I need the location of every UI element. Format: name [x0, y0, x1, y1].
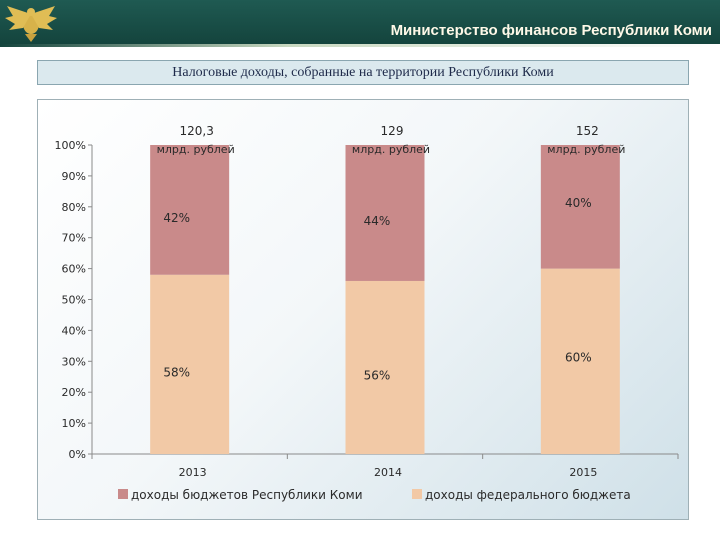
bar-segment-komi: [345, 145, 425, 281]
y-tick-label: 40%: [62, 324, 86, 337]
legend-swatch: [118, 489, 128, 499]
total-unit-label: млрд. рублей: [157, 143, 235, 156]
y-tick-label: 100%: [55, 139, 86, 152]
y-tick-label: 10%: [62, 417, 86, 430]
y-tick-label: 60%: [62, 263, 86, 276]
total-value-label: 129: [381, 124, 404, 138]
bar-segment-federal: [540, 268, 620, 454]
data-label: 60%: [565, 350, 592, 364]
y-tick-label: 80%: [62, 201, 86, 214]
header-bar: Министерство финансов Республики Коми: [0, 0, 720, 44]
data-label: 40%: [565, 196, 592, 210]
total-unit-label: млрд. рублей: [352, 143, 430, 156]
chart-title: Налоговые доходы, собранные на территори…: [37, 60, 689, 85]
legend-label: доходы федерального бюджета: [425, 488, 631, 502]
y-tick-label: 70%: [62, 232, 86, 245]
data-label: 58%: [163, 365, 190, 379]
x-category-label: 2014: [374, 466, 402, 479]
y-tick-label: 20%: [62, 386, 86, 399]
x-category-label: 2015: [569, 466, 597, 479]
data-label: 56%: [364, 368, 391, 382]
total-unit-label: млрд. рублей: [547, 143, 625, 156]
data-label: 44%: [364, 214, 391, 228]
y-tick-label: 90%: [62, 170, 86, 183]
bar-segment-federal: [345, 280, 425, 454]
total-value-label: 120,3: [179, 124, 213, 138]
y-tick-label: 50%: [62, 294, 86, 307]
x-category-label: 2013: [179, 466, 207, 479]
komi-coat-of-arms-icon: [5, 6, 57, 42]
data-label: 42%: [163, 211, 190, 225]
legend-swatch: [412, 489, 422, 499]
legend-label: доходы бюджетов Республики Коми: [131, 488, 363, 502]
bar-segment-komi: [150, 145, 230, 275]
y-tick-label: 0%: [69, 448, 86, 461]
y-tick-label: 30%: [62, 355, 86, 368]
total-value-label: 152: [576, 124, 599, 138]
ministry-title: Министерство финансов Республики Коми: [390, 22, 712, 39]
bar-segment-federal: [150, 274, 230, 454]
bar-segment-komi: [540, 145, 620, 269]
header-divider: [0, 44, 720, 47]
